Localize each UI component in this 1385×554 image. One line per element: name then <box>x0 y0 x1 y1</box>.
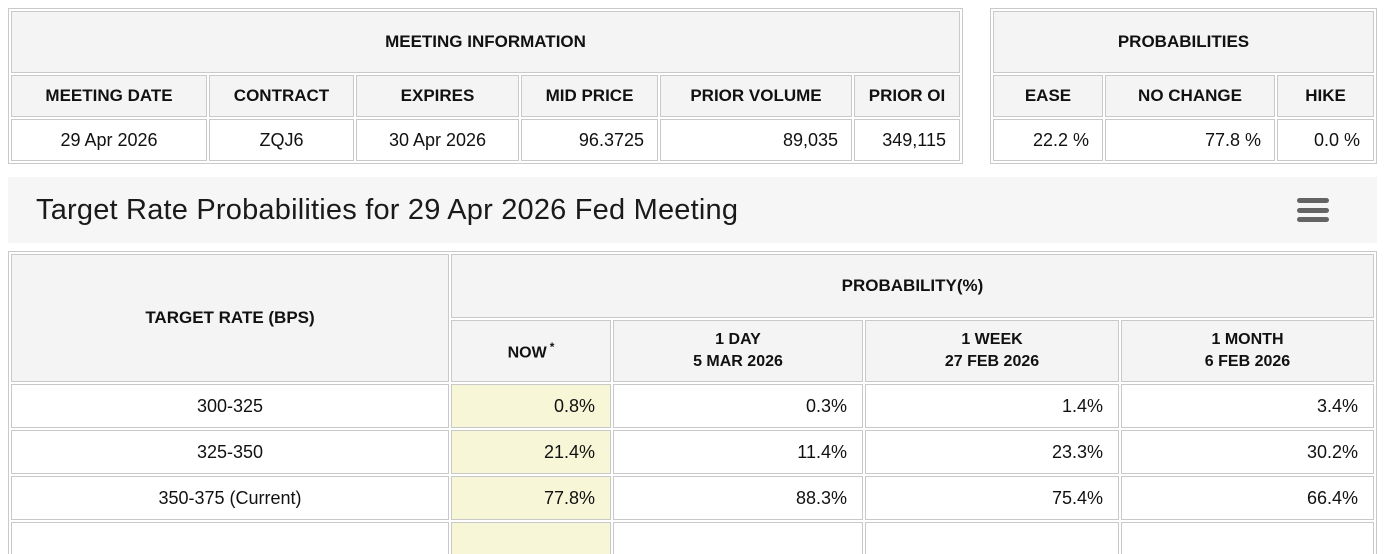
contract-value: ZQJ6 <box>209 119 354 161</box>
rate-range-label: 300-325 <box>11 384 449 428</box>
hamburger-menu-icon[interactable] <box>1297 198 1329 222</box>
col-expires: EXPIRES <box>356 75 519 117</box>
col-now: NOW * <box>451 320 611 382</box>
col-contract: CONTRACT <box>209 75 354 117</box>
target-rate-probabilities-table: TARGET RATE (BPS) PROBABILITY(%) NOW * 1 … <box>8 251 1377 554</box>
day-probability: 11.4% <box>613 430 863 474</box>
ease-value: 22.2 % <box>993 119 1103 161</box>
week-probability: 1.4% <box>865 384 1119 428</box>
probability-pct-header: PROBABILITY(%) <box>451 254 1374 318</box>
table-row: 325-350 21.4% 11.4% 23.3% 30.2% <box>11 430 1374 474</box>
section-title-bar: Target Rate Probabilities for 29 Apr 202… <box>8 177 1377 243</box>
meeting-date-value: 29 Apr 2026 <box>11 119 207 161</box>
col-1-month: 1 MONTH 6 FEB 2026 <box>1121 320 1374 382</box>
probabilities-title: PROBABILITIES <box>993 11 1374 73</box>
prior-oi-value: 349,115 <box>854 119 960 161</box>
now-probability: 77.8% <box>451 476 611 520</box>
col-mid-price: MID PRICE <box>521 75 658 117</box>
day-probability: 0.3% <box>613 384 863 428</box>
expires-value: 30 Apr 2026 <box>356 119 519 161</box>
col-prior-oi: PRIOR OI <box>854 75 960 117</box>
target-rate-bps-header: TARGET RATE (BPS) <box>11 254 449 382</box>
col-1-day: 1 DAY 5 MAR 2026 <box>613 320 863 382</box>
rate-range-label: 325-350 <box>11 430 449 474</box>
table-row-clipped <box>11 522 1374 554</box>
day-probability: 88.3% <box>613 476 863 520</box>
probabilities-header-row: EASE NO CHANGE HIKE <box>993 75 1374 117</box>
no-change-value: 77.8 % <box>1105 119 1275 161</box>
meeting-information-data-row: 29 Apr 2026 ZQJ6 30 Apr 2026 96.3725 89,… <box>11 119 960 161</box>
top-summary-row: MEETING INFORMATION MEETING DATE CONTRAC… <box>8 8 1377 164</box>
week-probability: 75.4% <box>865 476 1119 520</box>
now-asterisk: * <box>549 339 555 354</box>
col-meeting-date: MEETING DATE <box>11 75 207 117</box>
month-probability: 30.2% <box>1121 430 1374 474</box>
col-ease: EASE <box>993 75 1103 117</box>
hike-value: 0.0 % <box>1277 119 1374 161</box>
now-probability: 0.8% <box>451 384 611 428</box>
mid-price-value: 96.3725 <box>521 119 658 161</box>
col-1-week: 1 WEEK 27 FEB 2026 <box>865 320 1119 382</box>
meeting-information-title: MEETING INFORMATION <box>11 11 960 73</box>
table-row: 350-375 (Current) 77.8% 88.3% 75.4% 66.4… <box>11 476 1374 520</box>
col-prior-volume: PRIOR VOLUME <box>660 75 852 117</box>
history-columns-header-row: NOW * 1 DAY 5 MAR 2026 1 WEEK 27 FEB 2026 1… <box>11 320 1374 382</box>
meeting-information-table: MEETING INFORMATION MEETING DATE CONTRAC… <box>8 8 963 164</box>
rate-range-label: 350-375 (Current) <box>11 476 449 520</box>
now-probability: 21.4% <box>451 430 611 474</box>
page-title: Target Rate Probabilities for 29 Apr 202… <box>36 193 739 226</box>
col-hike: HIKE <box>1277 75 1374 117</box>
month-probability: 3.4% <box>1121 384 1374 428</box>
col-no-change: NO CHANGE <box>1105 75 1275 117</box>
month-probability: 66.4% <box>1121 476 1374 520</box>
table-row: 300-325 0.8% 0.3% 1.4% 3.4% <box>11 384 1374 428</box>
meeting-information-header-row: MEETING DATE CONTRACT EXPIRES MID PRICE … <box>11 75 960 117</box>
prior-volume-value: 89,035 <box>660 119 852 161</box>
probabilities-data-row: 22.2 % 77.8 % 0.0 % <box>993 119 1374 161</box>
probabilities-summary-table: PROBABILITIES EASE NO CHANGE HIKE 22.2 %… <box>990 8 1377 164</box>
week-probability: 23.3% <box>865 430 1119 474</box>
